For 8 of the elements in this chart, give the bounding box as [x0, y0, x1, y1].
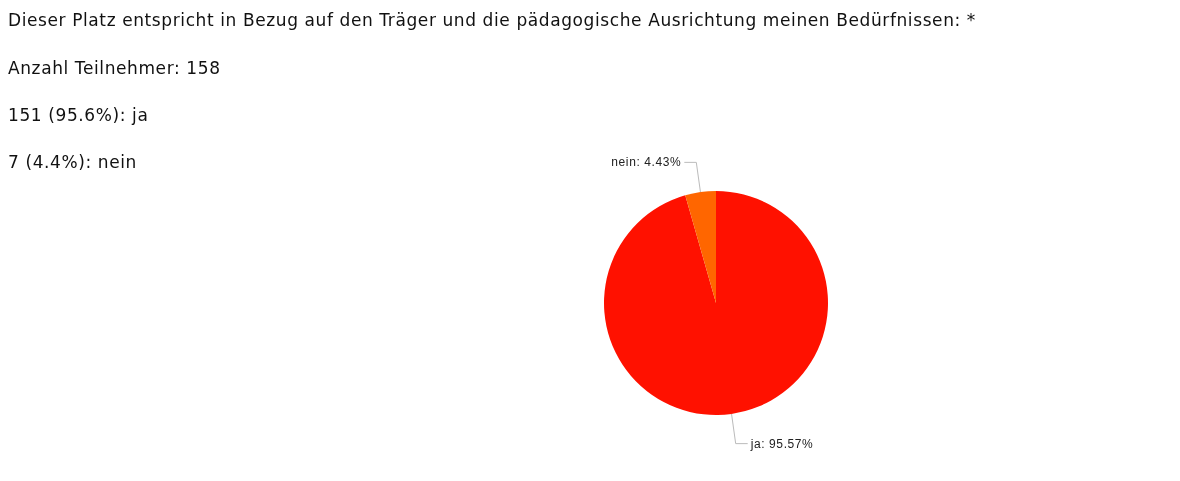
slice-label: ja: 95.57%	[749, 436, 814, 451]
text: 151 (95.6%): ja	[8, 105, 149, 125]
text: 7 (4.4%): nein	[8, 152, 137, 172]
chart-title: Dieser Platz entspricht in Bezug auf den Träger und die pädagogische Ausrichtung meinen Bedürfnissen: *	[8, 10, 976, 30]
pie-slice	[604, 191, 828, 415]
pie-slice	[685, 191, 716, 303]
slice-label: nein: 4.43%	[611, 155, 682, 170]
text: Anzahl Teilnehmer: 158	[8, 58, 221, 78]
